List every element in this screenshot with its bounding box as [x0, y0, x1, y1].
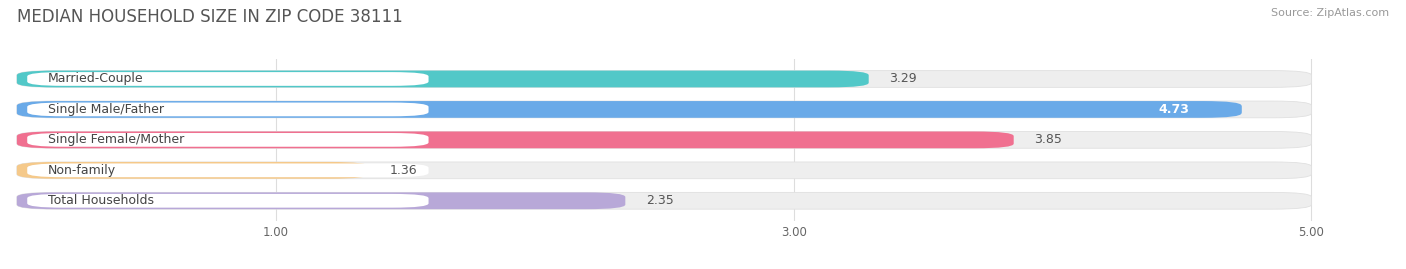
Text: 2.35: 2.35: [645, 194, 673, 207]
Text: 4.73: 4.73: [1159, 103, 1189, 116]
FancyBboxPatch shape: [17, 70, 869, 87]
FancyBboxPatch shape: [17, 101, 1241, 118]
FancyBboxPatch shape: [27, 164, 429, 177]
FancyBboxPatch shape: [17, 132, 1014, 148]
FancyBboxPatch shape: [27, 194, 429, 208]
Text: Single Male/Father: Single Male/Father: [48, 103, 165, 116]
Text: Married-Couple: Married-Couple: [48, 72, 143, 86]
FancyBboxPatch shape: [17, 192, 626, 209]
Text: MEDIAN HOUSEHOLD SIZE IN ZIP CODE 38111: MEDIAN HOUSEHOLD SIZE IN ZIP CODE 38111: [17, 8, 402, 26]
FancyBboxPatch shape: [17, 70, 1312, 87]
Text: Total Households: Total Households: [48, 194, 153, 207]
FancyBboxPatch shape: [17, 101, 1312, 118]
FancyBboxPatch shape: [17, 132, 1312, 148]
FancyBboxPatch shape: [27, 102, 429, 116]
FancyBboxPatch shape: [17, 162, 1312, 179]
FancyBboxPatch shape: [1107, 102, 1241, 116]
Text: Single Female/Mother: Single Female/Mother: [48, 133, 184, 146]
FancyBboxPatch shape: [27, 72, 429, 86]
FancyBboxPatch shape: [27, 133, 429, 147]
FancyBboxPatch shape: [17, 162, 368, 179]
Text: Source: ZipAtlas.com: Source: ZipAtlas.com: [1271, 8, 1389, 18]
Text: 3.85: 3.85: [1035, 133, 1063, 146]
Text: 3.29: 3.29: [890, 72, 917, 86]
FancyBboxPatch shape: [17, 192, 1312, 209]
Text: 1.36: 1.36: [389, 164, 418, 177]
Text: Non-family: Non-family: [48, 164, 117, 177]
